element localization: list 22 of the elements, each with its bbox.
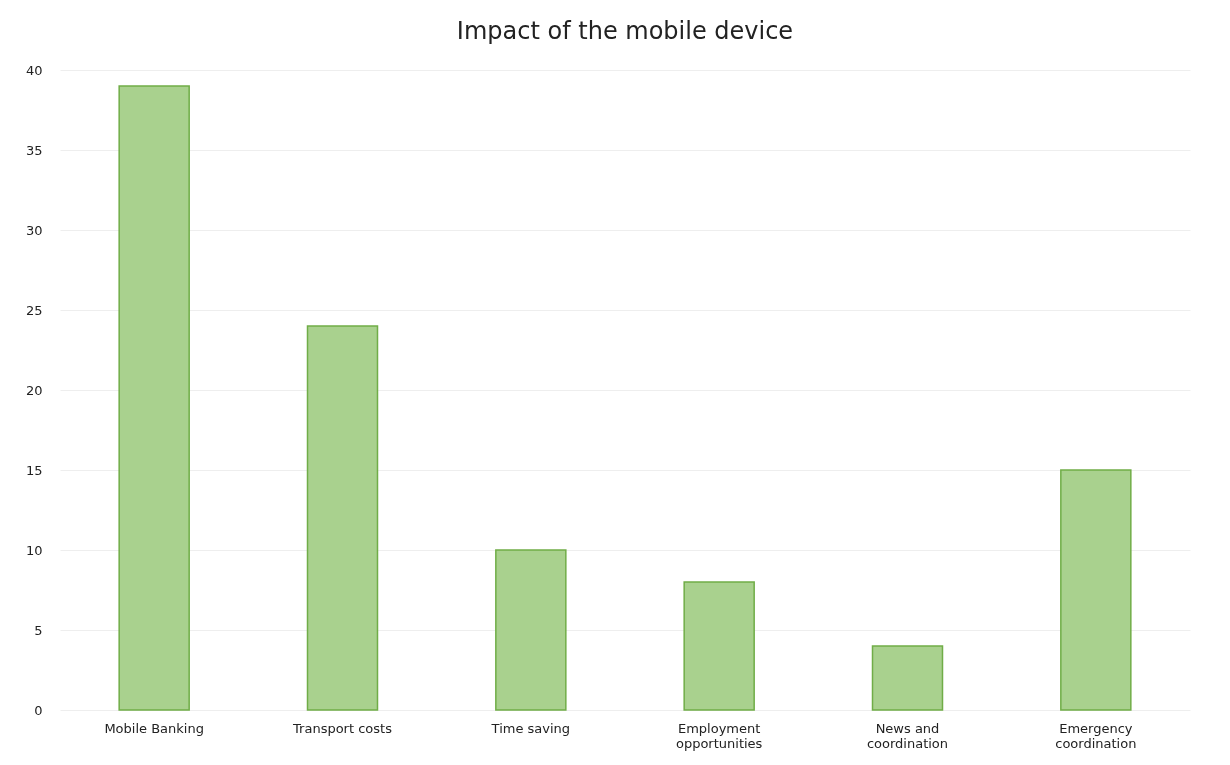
x-tick-label: Mobile Banking [104,720,204,736]
bar [118,85,190,711]
y-tick-label: 0 [34,702,43,718]
y-tick-label: 30 [25,222,43,238]
y-tick-label: 35 [25,142,43,158]
x-tick-label: News and coordination [866,720,949,751]
bar [306,325,379,711]
y-tick-label: 25 [25,302,43,318]
chart-title: Impact of the mobile device [456,17,794,45]
bar [683,581,755,711]
bar [495,549,567,711]
x-tick-label: Transport costs [292,720,393,736]
bar [871,645,944,711]
x-tick-label: Employment opportunities [675,720,763,751]
x-tick-label: Emergency coordination [1055,720,1137,751]
y-tick-label: 20 [25,382,43,398]
y-tick-label: 40 [25,62,43,78]
y-tick-label: 15 [25,462,43,478]
y-tick-label: 5 [34,622,43,638]
bar [1060,469,1132,711]
x-tick-label: Time saving [490,720,571,736]
y-tick-label: 10 [25,542,43,558]
